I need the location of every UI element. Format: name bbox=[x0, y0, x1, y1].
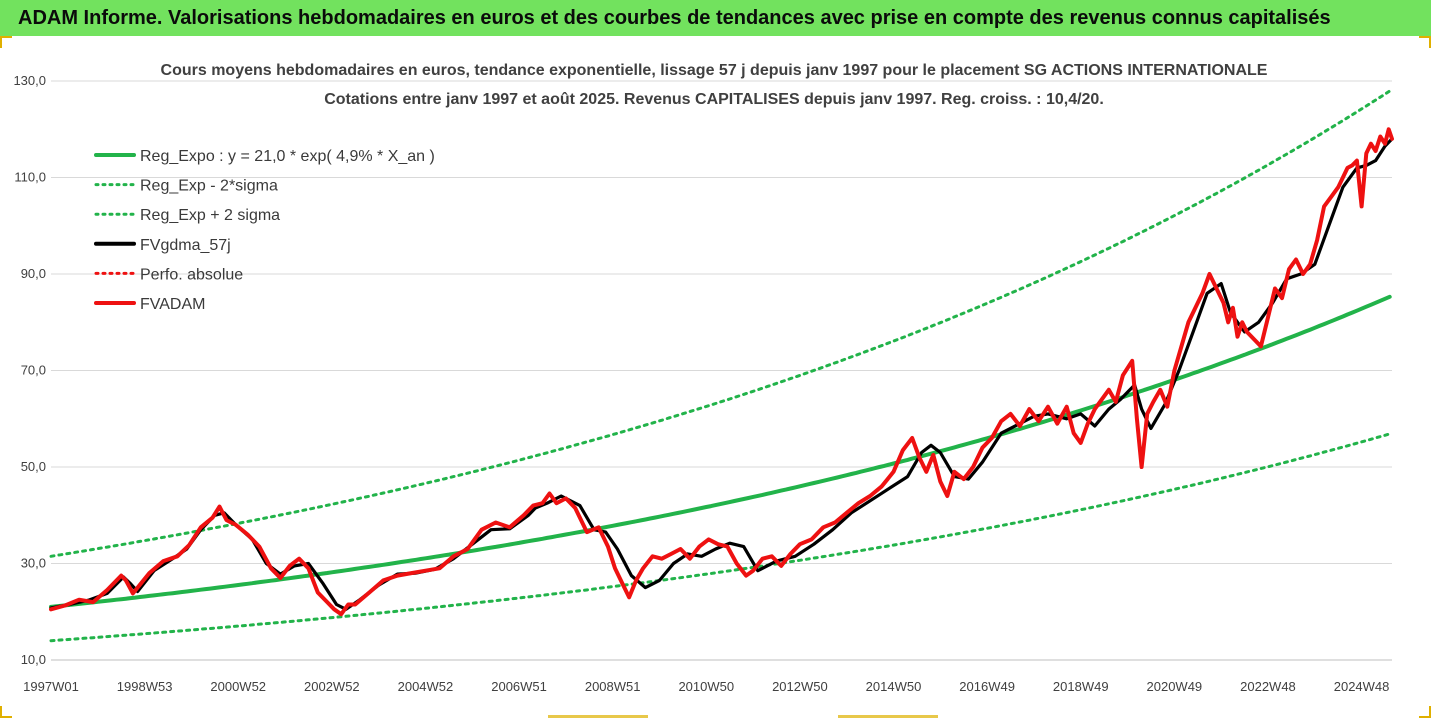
y-tick-label: 110,0 bbox=[14, 170, 46, 185]
selection-corner-bottom-left[interactable] bbox=[0, 706, 12, 718]
resize-handle-bottom-left[interactable] bbox=[548, 715, 648, 718]
x-tick-label: 2020W49 bbox=[1147, 679, 1203, 694]
legend-label: FVgdma_57j bbox=[140, 237, 231, 254]
x-tick-label: 2018W49 bbox=[1053, 679, 1109, 694]
report-title: ADAM Informe. Valorisations hebdomadaire… bbox=[18, 7, 1331, 29]
x-tick-label: 1997W01 bbox=[23, 679, 79, 694]
resize-handle-bottom-right[interactable] bbox=[838, 715, 938, 718]
legend-label: Reg_Exp - 2*sigma bbox=[140, 178, 278, 195]
series-line bbox=[49, 294, 1392, 609]
report-banner: ADAM Informe. Valorisations hebdomadaire… bbox=[0, 0, 1431, 36]
y-tick-label: 130,0 bbox=[13, 73, 46, 88]
series-line bbox=[49, 432, 1392, 643]
x-tick-label: 2012W50 bbox=[772, 679, 828, 694]
x-tick-label: 2014W50 bbox=[866, 679, 922, 694]
y-tick-label: 90,0 bbox=[21, 266, 46, 281]
legend-label: Perfo. absolue bbox=[140, 266, 243, 283]
chart-subtitle: Cotations entre janv 1997 et août 2025. … bbox=[324, 91, 1104, 108]
legend-label: Reg_Expo : y = 21,0 * exp( 4,9% * X_an ) bbox=[140, 148, 435, 165]
legend-label: Reg_Exp + 2 sigma bbox=[140, 207, 280, 224]
legend: Reg_Expo : y = 21,0 * exp( 4,9% * X_an )… bbox=[94, 148, 435, 313]
x-tick-label: 2004W52 bbox=[398, 679, 454, 694]
y-tick-label: 70,0 bbox=[21, 363, 46, 378]
series-line bbox=[49, 89, 1392, 558]
x-tick-label: 1998W53 bbox=[117, 679, 173, 694]
selection-corner-top-left[interactable] bbox=[0, 36, 12, 48]
y-tick-label: 50,0 bbox=[21, 459, 46, 474]
chart-title: Cours moyens hebdomadaires en euros, ten… bbox=[161, 62, 1268, 79]
x-tick-label: 2022W48 bbox=[1240, 679, 1296, 694]
series-lines bbox=[49, 89, 1394, 643]
axes: 10,0 30,0 50,0 70,0 90,0 110,0 130,0 1997W01 199… bbox=[13, 73, 1392, 694]
y-tick-label: 30,0 bbox=[21, 556, 46, 571]
y-tick-label: 10,0 bbox=[21, 652, 46, 667]
x-tick-label: 2010W50 bbox=[678, 679, 734, 694]
x-tick-label: 2002W52 bbox=[304, 679, 360, 694]
x-tick-label: 2016W49 bbox=[959, 679, 1015, 694]
selection-corner-top-right[interactable] bbox=[1419, 36, 1431, 48]
x-tick-label: 2006W51 bbox=[491, 679, 547, 694]
series-line bbox=[49, 127, 1394, 617]
x-tick-label: 2000W52 bbox=[210, 679, 266, 694]
selection-corner-bottom-right[interactable] bbox=[1419, 706, 1431, 718]
legend-label: FVADAM bbox=[140, 296, 205, 313]
x-tick-label: 2024W48 bbox=[1334, 679, 1390, 694]
x-tick-label: 2008W51 bbox=[585, 679, 641, 694]
